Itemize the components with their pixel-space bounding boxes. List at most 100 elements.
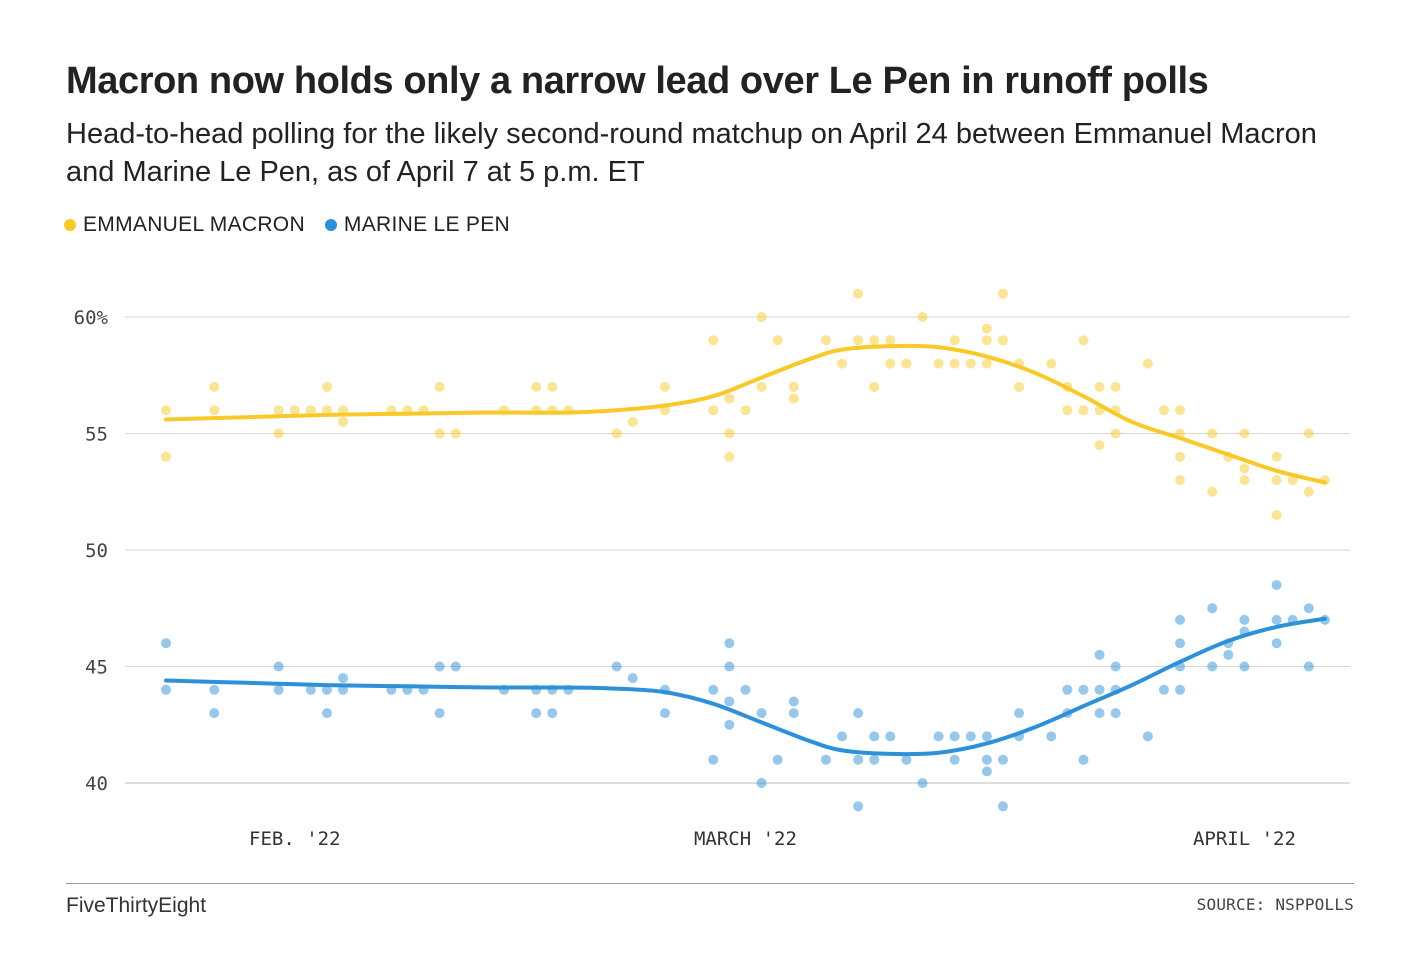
poll-point	[321, 381, 332, 392]
x-tick-label: FEB. '22	[249, 828, 341, 850]
poll-point	[1175, 405, 1186, 416]
poll-point	[627, 416, 638, 427]
poll-point	[853, 288, 864, 299]
poll-point	[917, 778, 928, 788]
poll-point	[273, 661, 284, 672]
source-label: SOURCE: NSPPOLLS	[1196, 895, 1354, 914]
poll-point	[1175, 451, 1186, 462]
poll-point	[1158, 684, 1169, 695]
poll-point	[209, 405, 220, 416]
poll-point	[450, 428, 461, 439]
poll-point	[981, 731, 992, 742]
poll-point	[901, 754, 912, 765]
poll-point	[820, 335, 831, 346]
poll-point	[1078, 684, 1089, 695]
y-tick-label: 45	[85, 657, 108, 679]
poll-point	[724, 428, 735, 439]
le-pen-trend-line	[164, 616, 1327, 757]
poll-point	[708, 684, 719, 695]
poll-point	[1078, 335, 1089, 346]
poll-point	[869, 754, 880, 765]
poll-point	[161, 451, 171, 462]
poll-point	[1110, 428, 1121, 439]
poll-point	[289, 405, 300, 416]
macron-trend-line	[164, 343, 1327, 485]
poll-point	[788, 708, 799, 719]
poll-point	[1271, 510, 1282, 521]
poll-point	[209, 381, 220, 392]
legend-swatch-macron	[64, 219, 76, 231]
poll-point	[1094, 684, 1105, 695]
poll-point	[740, 684, 751, 695]
poll-point	[1046, 731, 1057, 742]
poll-point	[724, 661, 735, 672]
poll-point	[321, 684, 332, 695]
poll-point	[965, 731, 976, 742]
poll-point	[305, 405, 316, 416]
poll-point	[273, 405, 284, 416]
poll-point	[1207, 428, 1218, 439]
poll-point	[788, 696, 799, 707]
poll-point	[837, 731, 848, 742]
y-tick-label: 40	[85, 773, 108, 795]
poll-point	[965, 358, 976, 369]
poll-point	[1271, 638, 1282, 649]
poll-point	[161, 684, 171, 695]
brand-label: FiveThirtyEight	[66, 894, 207, 917]
poll-point	[161, 638, 171, 649]
poll-point	[1110, 381, 1121, 392]
poll-point	[949, 335, 960, 346]
poll-point	[1239, 463, 1250, 474]
poll-point	[1094, 381, 1105, 392]
poll-point	[1303, 428, 1314, 439]
poll-point	[997, 288, 1008, 299]
poll-point	[997, 801, 1008, 812]
poll-point	[724, 696, 735, 707]
poll-point	[724, 719, 735, 730]
poll-point	[756, 708, 767, 719]
poll-point	[885, 731, 896, 742]
poll-point	[1303, 603, 1314, 614]
poll-point	[869, 335, 880, 346]
poll-point	[756, 381, 767, 392]
poll-point	[933, 731, 944, 742]
x-tick-label: APRIL '22	[1193, 828, 1296, 850]
poll-point	[1014, 381, 1025, 392]
trend-lines	[164, 343, 1327, 757]
chart-subtitle: Head-to-head polling for the likely seco…	[66, 118, 1317, 188]
poll-point	[949, 731, 960, 742]
poll-point	[981, 335, 992, 346]
poll-point	[1175, 475, 1186, 486]
poll-point	[772, 754, 783, 765]
y-tick-label: 55	[85, 424, 108, 446]
poll-point	[869, 381, 880, 392]
poll-point	[1271, 451, 1282, 462]
poll-point	[1175, 684, 1186, 695]
poll-point	[997, 754, 1008, 765]
poll-point	[756, 312, 767, 322]
poll-point	[273, 684, 284, 695]
poll-point	[885, 358, 896, 369]
poll-point	[1094, 649, 1105, 660]
poll-point	[1078, 754, 1089, 765]
poll-points	[161, 288, 1330, 812]
legend-item-macron: EMMANUEL MACRON	[64, 213, 305, 237]
poll-point	[1239, 428, 1250, 439]
poll-point	[740, 405, 751, 416]
legend-label-macron: EMMANUEL MACRON	[83, 213, 305, 236]
poll-point	[853, 708, 864, 719]
poll-point	[450, 661, 461, 672]
poll-point	[1239, 614, 1250, 625]
poll-point	[837, 358, 848, 369]
poll-point	[1094, 708, 1105, 719]
poll-point	[611, 661, 622, 672]
poll-point	[1078, 405, 1089, 416]
poll-point	[1062, 405, 1073, 416]
poll-point	[659, 381, 670, 392]
poll-point	[917, 312, 928, 322]
poll-point	[305, 684, 316, 695]
poll-point	[1239, 475, 1250, 486]
poll-point	[724, 638, 735, 649]
poll-point	[209, 708, 220, 719]
poll-point	[853, 801, 864, 812]
